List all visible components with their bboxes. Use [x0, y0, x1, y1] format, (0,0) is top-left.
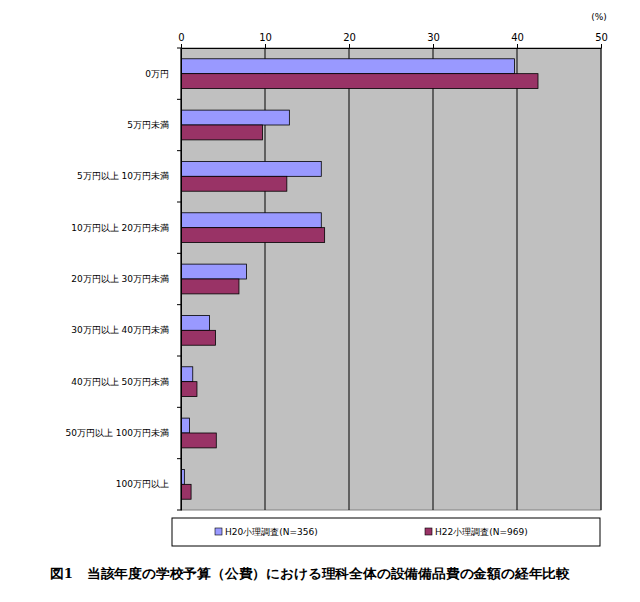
tick: 50: [595, 32, 608, 48]
tick: 5万円以上 10万円未満: [77, 171, 169, 181]
category-separator: [177, 202, 181, 203]
title: 図1 当該年度の学校予算（公費）における理科全体の設備備品費の金額の経年比較: [50, 566, 571, 581]
tick-label: 10: [259, 32, 272, 43]
tick: 30万円以上 40万円未満: [71, 325, 169, 335]
category-separator: [177, 253, 181, 254]
tick-label: 50: [595, 32, 608, 43]
tick-label: 30万円以上 40万円未満: [71, 325, 169, 335]
grid-line: [433, 48, 434, 510]
bar: [181, 264, 247, 279]
bar: [181, 330, 215, 345]
category-separator: [177, 150, 181, 151]
grid-line: [601, 48, 602, 510]
bar: [181, 367, 193, 382]
bar: [181, 315, 210, 330]
tick-label: 5万円未満: [127, 120, 169, 130]
legend: H20小理調査(N=356) H22小理調査(N=969): [172, 518, 600, 546]
tick-mark: [517, 44, 518, 48]
tick-label: 5万円以上 10万円未満: [77, 171, 169, 181]
legend-label: H22小理調査(N=969): [435, 527, 528, 537]
tick: 30: [427, 32, 440, 48]
y-axis: 0万円 5万円未満 5万円以上 10万円未満 10万円以上 20万円未満 20万円以上 …: [66, 49, 182, 511]
axis-line: [181, 49, 182, 511]
tick: 40万円以上 50万円未満: [71, 377, 169, 387]
tick-mark: [265, 44, 266, 48]
category-separator: [177, 407, 181, 408]
x-axis: 0 10 20 30 40 50: [178, 32, 608, 49]
tick: 0: [178, 32, 184, 48]
category-separator: [177, 356, 181, 357]
bar: [181, 279, 239, 294]
bar: [181, 161, 321, 176]
tick-label: 40: [511, 32, 524, 43]
tick-label: 20: [343, 32, 356, 43]
tick: 100万円以上: [116, 479, 169, 489]
bar: [181, 176, 287, 191]
tick-label: 100万円以上: [116, 479, 169, 489]
legend-swatch: [425, 528, 432, 535]
tick: 50万円以上 100万円未満: [66, 428, 170, 438]
tick: 10万円以上 20万円未満: [71, 223, 169, 233]
bar: [181, 382, 197, 397]
category-separators: [177, 48, 181, 510]
legend-box: [172, 518, 600, 546]
bar: [181, 59, 514, 74]
bar: [181, 484, 191, 499]
tick-mark: [349, 44, 350, 48]
tick-label: 20万円以上 30万円未満: [71, 274, 169, 284]
bar: [181, 418, 189, 433]
bar: [181, 228, 325, 243]
category-separator: [177, 99, 181, 100]
tick-mark: [433, 44, 434, 48]
tick-label: 0: [178, 32, 184, 43]
tick-label: 10万円以上 20万円未満: [71, 223, 169, 233]
tick: 10: [259, 32, 272, 48]
bars: [181, 59, 538, 499]
bar: [181, 433, 216, 448]
tick: 20万円以上 30万円未満: [71, 274, 169, 284]
bar: [181, 74, 538, 89]
axis-line: [182, 48, 602, 49]
tick-label: 0万円: [145, 69, 169, 79]
plot-area: [181, 48, 601, 510]
tick: 20: [343, 32, 356, 48]
tick: 40: [511, 32, 524, 48]
tick-mark: [601, 44, 602, 48]
category-separator: [177, 458, 181, 459]
grid-line: [349, 48, 350, 510]
bar: [181, 125, 262, 140]
tick-label: 30: [427, 32, 440, 43]
legend-label: H20小理調査(N=356): [225, 527, 318, 537]
grid: [181, 48, 601, 510]
bar: [181, 213, 321, 228]
bar: [181, 110, 289, 125]
grid-line: [181, 48, 182, 510]
grid-line: [517, 48, 518, 510]
category-separator: [177, 48, 181, 49]
legend-swatch: [215, 528, 222, 535]
tick-label: 50万円以上 100万円未満: [66, 428, 170, 438]
tick-mark: [181, 44, 182, 48]
tick: 0万円: [145, 69, 169, 79]
tick: 5万円未満: [127, 120, 169, 130]
tick-label: 40万円以上 50万円未満: [71, 377, 169, 387]
chart: 0 10 20 30 40 50 (%) 0万円 5万円未満 5万円以上 10万円未満 10万円以上…: [0, 0, 640, 602]
category-separator: [177, 510, 181, 511]
axis-title: (%): [591, 12, 607, 22]
category-separator: [177, 304, 181, 305]
